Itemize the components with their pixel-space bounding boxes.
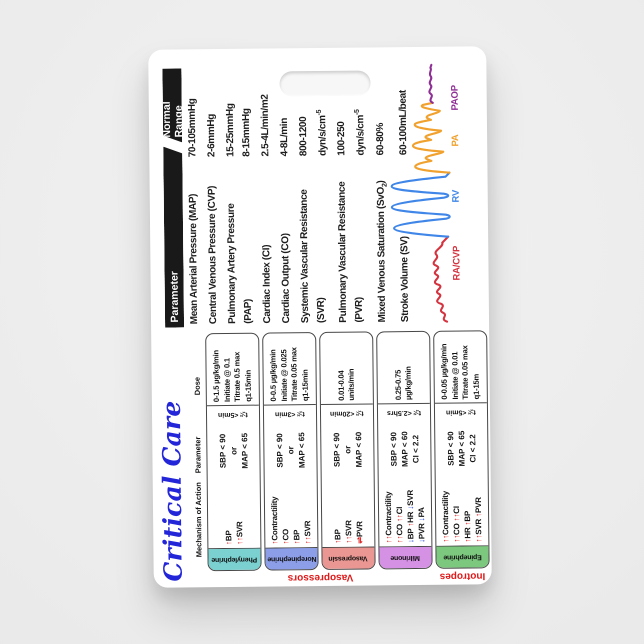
param-range: 2-6mmHg xyxy=(205,113,218,158)
half-life-cell: t½<3min xyxy=(275,410,305,418)
param-name: Cardiac Output (CO) xyxy=(280,233,293,324)
param-header-cell: Parameter xyxy=(163,146,184,327)
mechanism-cell: ↑BP ↑↑SVR ⇌PVR xyxy=(332,520,364,544)
param-name: Pulmonary Vascular Resistance (PVR) xyxy=(336,181,366,323)
card-content: Critical Care Mechanism of Action Parame… xyxy=(148,46,492,588)
half-life-cell: t½<5min xyxy=(218,410,248,419)
waveform-segment-ra-cvp xyxy=(432,235,450,323)
param-row: Central Venous Pressure (CVP) 2-6mmHg xyxy=(203,59,222,327)
parameter-cell: SBP < 90 MAP < 65 CI < 2.2 xyxy=(445,430,478,467)
drug-col-header-mechanism: Mechanism of Action xyxy=(193,482,204,558)
param-range: 2.5-4L/min/m2 xyxy=(259,94,272,157)
wave-label-paop: PAOP xyxy=(449,85,461,111)
dose-cell: 0-0.5 µg/kg/min Initiate @ 0.025 Titrate 0… xyxy=(263,333,316,406)
parameter-cell: SBP < 90 or MAP < 65 xyxy=(274,432,307,469)
drug-name-box: Vasopressin xyxy=(322,546,375,569)
range-header-cell: Normal Range xyxy=(162,68,182,142)
param-row: Pulmonary Vascular Resistance (PVR) 100-25… xyxy=(334,57,372,325)
waveform-segment-pa xyxy=(411,101,451,174)
drug-row-vasopressin: Vasopressin ↑BP ↑↑SVR ⇌PVR SBP < 90 or MAP < 6… xyxy=(319,331,376,570)
parameter-cell: SBP < 90 or MAP < 65 xyxy=(217,432,250,469)
drug-row-phenylephrine: Phenylephrine ↑BP ↑↑SVR SBP < 90 or MAP < 65 t… xyxy=(205,332,262,572)
param-name: Central Venous Pressure (CVP) xyxy=(206,185,220,325)
waveform-segment-paop xyxy=(428,63,434,104)
pa-catheter-waveform xyxy=(390,63,451,323)
param-name: Systemic Vascular Resistance (SVR) xyxy=(298,189,328,324)
param-range: 15-25mmHg 8-15mmHg xyxy=(224,103,253,157)
param-row: Cardiac Output (CO) 4-8L/min xyxy=(276,58,295,326)
wave-labels: RA/CVP RV PA PAOP xyxy=(148,50,463,330)
mechanism-cell: ↑↑Contractility ↑↑CO ↑↑CI ↓BP ↑HR ↓SVR ↓PVR… xyxy=(383,489,427,544)
half-life-cell: t½<20min xyxy=(330,409,364,417)
drug-col-header-dose: Dose xyxy=(192,376,202,396)
group-label-inotropes: Inotropes xyxy=(439,570,486,583)
wave-label-pa: PA xyxy=(450,134,462,147)
drug-row-norepinephrine: Norepinephrine ↑Contractility ↑CO ↑BP ↑↑SVR S… xyxy=(262,332,319,571)
param-range: 70-105mmHg xyxy=(186,98,199,158)
drug-name-box: Norepinephrine xyxy=(265,547,318,570)
dose-cell: 0.25-0.75 µg/kg/min xyxy=(377,331,430,405)
drug-name-box: Milrinone xyxy=(379,545,432,569)
dose-cell: 0.01-0.04 units/min xyxy=(320,332,373,405)
half-life-cell: t½<2.5hrs xyxy=(386,408,422,417)
param-row: Mean Arterial Pressure (MAP) 70-105mmHg xyxy=(184,59,203,327)
drug-name-box: Epinephrine xyxy=(436,545,489,568)
param-name: Mean Arterial Pressure (MAP) xyxy=(187,193,201,325)
param-rows: Mean Arterial Pressure (MAP) 70-105mmHg Ce… xyxy=(184,57,416,327)
mechanism-cell: ↑Contractility ↑CO ↑BP ↑↑SVR xyxy=(269,496,313,545)
param-row: Cardiac Index (CI) 2.5-4L/min/m2 xyxy=(257,58,276,326)
badge-slot-hole xyxy=(279,70,371,97)
badge-card: Critical Care Mechanism of Action Parame… xyxy=(148,46,492,588)
parameter-cell: SBP < 90 MAP < 60 CI < 2.2 xyxy=(388,431,421,467)
card-title: Critical Care xyxy=(156,400,188,582)
param-name: Pulmonary Artery Pressure (PAP) xyxy=(225,203,255,324)
normal-range-panel: Parameter Normal Range Mean Arterial Pre… xyxy=(148,46,489,330)
param-row: Pulmonary Artery Pressure (PAP) 15-25mmHg 8… xyxy=(222,59,257,327)
dose-cell: 0-0.05 µg/kg/min Initiate @ 0.01 Titrate 0… xyxy=(434,331,487,404)
parameter-cell: SBP < 90 or MAP < 60 xyxy=(331,431,364,468)
param-name: Cardiac Index (CI) xyxy=(261,244,274,324)
mechanism-cell: ↑↑Contractility ↑↑CO ↑↑CI ↑HR ↑BP ↑↑SVR ↑PV… xyxy=(440,490,484,543)
drug-col-header-parameter: Parameter xyxy=(193,436,203,474)
param-table-header: Parameter Normal Range xyxy=(162,68,184,327)
half-life-cell: t½<5min xyxy=(446,408,476,416)
drug-row-milrinone: Milrinone ↑↑Contractility ↑↑CO ↑↑CI ↓BP ↑HR… xyxy=(376,330,433,570)
drug-chart-panel: Critical Care Mechanism of Action Parame… xyxy=(151,326,492,588)
drug-name-box: Phenylephrine xyxy=(208,547,261,571)
wave-label-rv: RV xyxy=(450,189,462,203)
drug-rows: Phenylephrine ↑BP ↑↑SVR SBP < 90 or MAP < 65 t… xyxy=(205,330,492,572)
waveform-segment-rv xyxy=(390,171,451,238)
mechanism-cell: ↑BP ↑↑SVR xyxy=(224,521,245,546)
param-row: Systemic Vascular Resistance (SVR) 800-120… xyxy=(295,58,333,326)
group-label-vasopressors: Vasopressors xyxy=(287,572,354,584)
drug-table-headers: Mechanism of Action Parameter Dose xyxy=(151,330,204,588)
wave-label-ra-cvp: RA/CVP xyxy=(451,245,463,281)
dose-cell: 0-1.5 µg/kg/min Initiate @ 0.1 Titrate 0.5… xyxy=(206,333,259,407)
drug-row-epinephrine: Epinephrine ↑↑Contractility ↑↑CO ↑↑CI ↑HR ↑… xyxy=(433,330,490,569)
